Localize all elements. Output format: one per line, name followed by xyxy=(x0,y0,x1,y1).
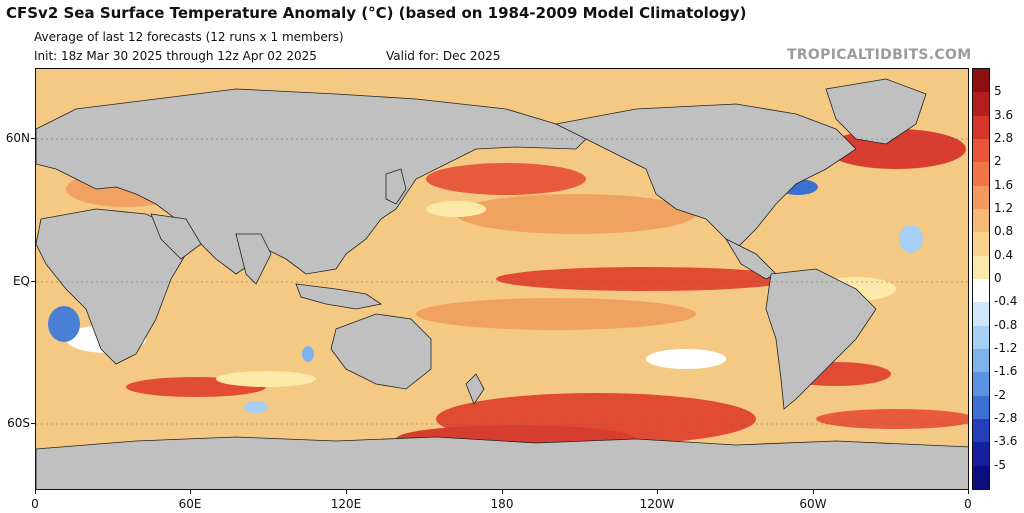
y-label-eq: EQ xyxy=(12,274,30,288)
map-canvas xyxy=(36,69,968,489)
x-tick-0-east xyxy=(968,490,969,494)
colorbar xyxy=(972,68,990,490)
colorbar-label: 0 xyxy=(994,271,1002,285)
x-tick-60w xyxy=(813,490,814,494)
colorbar-segment xyxy=(973,69,989,93)
valid-text: Valid for: Dec 2025 xyxy=(386,49,501,63)
x-tick-120w xyxy=(657,490,658,494)
japan-landmass xyxy=(385,168,407,205)
colorbar-segment xyxy=(973,465,989,489)
y-label-60n: 60N xyxy=(5,131,30,145)
india-landmass xyxy=(235,233,272,285)
colorbar-segment xyxy=(973,255,989,279)
colorbar-label: 1.6 xyxy=(994,177,1014,192)
colorbar-label: -2 xyxy=(994,387,1006,402)
colorbar-segment xyxy=(973,92,989,116)
y-tick-60s xyxy=(31,423,35,424)
brand-watermark: TROPICALTIDBITS.COM xyxy=(787,47,972,63)
init-text: Init: 18z Mar 30 2025 through 12z Apr 02… xyxy=(34,49,317,63)
antarctica-landmass xyxy=(36,436,968,489)
colorbar-label: 2 xyxy=(994,154,1002,169)
x-label-120w: 120W xyxy=(639,497,675,511)
forecast-average-text: Average of last 12 forecasts (12 runs x … xyxy=(34,30,344,44)
y-label-60s: 60S xyxy=(7,416,30,430)
y-tick-60n xyxy=(31,138,35,139)
arabia-landmass xyxy=(150,213,202,260)
australia-landmass xyxy=(330,313,432,390)
colorbar-segment xyxy=(973,278,989,303)
new-zealand-landmass xyxy=(465,373,485,405)
indonesia-landmass xyxy=(295,283,383,310)
x-label-180: 180 xyxy=(490,497,514,511)
x-label-60w: 60W xyxy=(799,497,827,511)
x-label-60e: 60E xyxy=(178,497,202,511)
colorbar-label: 0.4 xyxy=(994,247,1014,262)
colorbar-segment xyxy=(973,115,989,139)
colorbar-segment xyxy=(973,185,989,209)
colorbar-segment xyxy=(973,372,989,396)
graticule xyxy=(36,138,968,425)
map-title: CFSv2 Sea Surface Temperature Anomaly (°… xyxy=(6,4,747,22)
colorbar-segment xyxy=(973,418,989,443)
x-tick-60e xyxy=(190,490,191,494)
colorbar-label: -1.6 xyxy=(994,364,1018,379)
y-tick-eq xyxy=(31,281,35,282)
colorbar-label: -0.8 xyxy=(994,317,1018,332)
colorbar-segment xyxy=(973,232,989,256)
eurasia-landmass xyxy=(36,88,597,275)
colorbar-label: 2.8 xyxy=(994,131,1014,145)
colorbar-segment xyxy=(973,138,989,163)
x-tick-0 xyxy=(35,490,36,494)
colorbar-segment xyxy=(973,162,989,186)
colorbar-label: -2.8 xyxy=(994,411,1018,425)
greenland-landmass xyxy=(825,78,927,145)
x-tick-120e xyxy=(346,490,347,494)
colorbar-segment xyxy=(973,325,989,349)
colorbar-segment xyxy=(973,348,989,373)
sst-anomaly-map xyxy=(35,68,969,490)
colorbar-label: -5 xyxy=(994,457,1006,472)
continents xyxy=(36,78,968,489)
colorbar-label: -0.4 xyxy=(994,294,1018,309)
colorbar-label: 3.6 xyxy=(994,107,1014,122)
x-label-0: 0 xyxy=(31,497,39,511)
colorbar-label: 1.2 xyxy=(994,201,1014,215)
colorbar-segment xyxy=(973,208,989,233)
colorbar-label: -1.2 xyxy=(994,341,1018,355)
x-tick-180 xyxy=(502,490,503,494)
colorbar-segment xyxy=(973,395,989,419)
south-america-landmass xyxy=(765,268,877,410)
x-label-120e: 120E xyxy=(330,497,362,511)
x-label-0-east: 0 xyxy=(964,497,972,511)
colorbar-segment xyxy=(973,302,989,326)
colorbar-label: 5 xyxy=(994,84,1002,99)
colorbar-segment xyxy=(973,442,989,466)
north-america-landmass xyxy=(554,103,857,250)
colorbar-label: -3.6 xyxy=(994,434,1018,449)
colorbar-label: 0.8 xyxy=(994,224,1014,239)
